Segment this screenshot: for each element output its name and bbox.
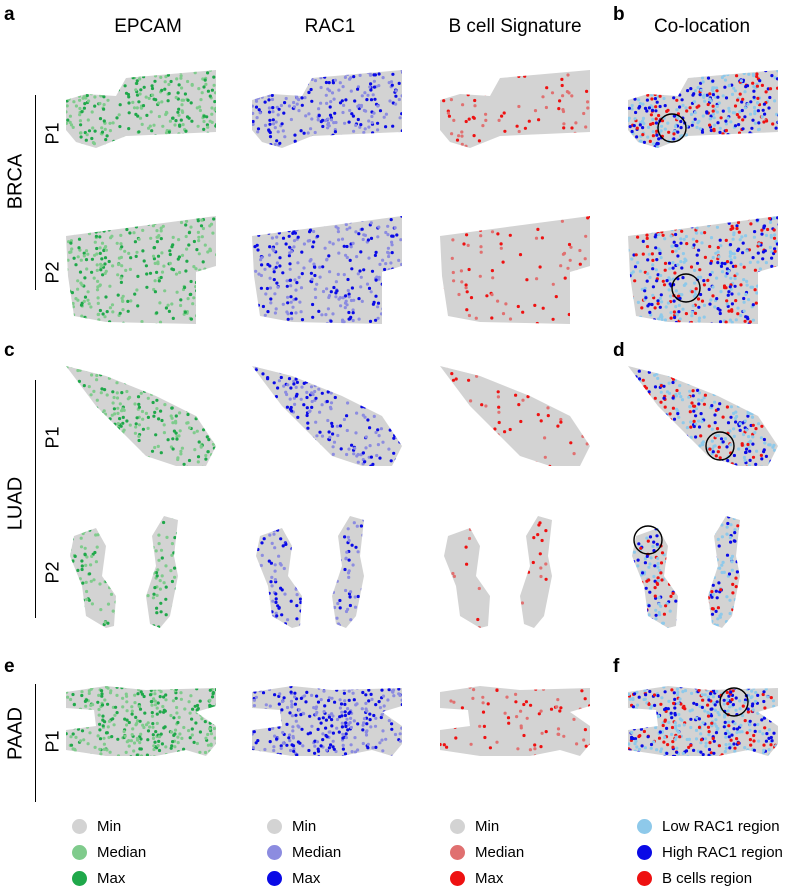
legend-swatch-icon [637, 819, 652, 834]
group-divider-luad [35, 380, 36, 618]
panel-label-f: f [613, 656, 620, 677]
spatial-panel-paad-p1-epcam [66, 686, 216, 756]
legend-item: Low RAC1 region [637, 818, 780, 835]
spatial-panel-luad-p2-colocation [632, 516, 740, 628]
spatial-panel-brca-p2-colocation [628, 216, 778, 324]
legend-label: High RAC1 region [662, 844, 783, 861]
legend-label: Max [292, 870, 321, 887]
spatial-panel-luad-p2-epcam [70, 516, 178, 628]
legend-swatch-icon [450, 819, 465, 834]
legend-label: Min [97, 818, 122, 835]
legend-swatch-icon [450, 845, 465, 860]
colocation-highlight-circle [633, 525, 663, 555]
column-header-bcell: B cell Signature [448, 16, 582, 37]
spatial-panel-brca-p2-epcam [66, 216, 216, 324]
legend-item: High RAC1 region [637, 844, 783, 861]
legend-swatch-icon [72, 845, 87, 860]
group-divider-paad [35, 684, 36, 802]
legend-item: Max [267, 870, 320, 887]
panel-label-a: a [4, 4, 15, 25]
spatial-panel-luad-p1-epcam [66, 366, 216, 466]
spatial-panel-paad-p1-rac1 [252, 686, 402, 756]
legend-item: Min [450, 818, 499, 835]
legend-swatch-icon [267, 871, 282, 886]
spatial-panel-luad-p2-bcell [444, 516, 552, 628]
legend-label: Median [475, 844, 525, 861]
legend-item: Median [72, 844, 146, 861]
panel-label-c: c [4, 340, 15, 361]
legend-label: Max [475, 870, 504, 887]
legend-item: Median [450, 844, 524, 861]
legend-item: Median [267, 844, 341, 861]
legend-item: Min [267, 818, 316, 835]
legend-label: Median [97, 844, 147, 861]
legend-label: Min [475, 818, 500, 835]
legend-label: Max [97, 870, 126, 887]
legend-swatch-icon [72, 819, 87, 834]
legend-item: Max [72, 870, 125, 887]
column-header-rac1: RAC1 [304, 16, 356, 37]
legend-label: Low RAC1 region [662, 818, 780, 835]
column-header-colocation: Co-location [653, 16, 751, 37]
spatial-panel-brca-p1-rac1 [252, 70, 402, 148]
colocation-highlight-circle [671, 273, 701, 303]
spatial-panel-luad-p2-rac1 [256, 516, 364, 628]
legend-item: B cells region [637, 870, 752, 887]
group-divider-brca [35, 95, 36, 290]
legend-label: B cells region [662, 870, 753, 887]
spatial-panel-luad-p1-rac1 [252, 366, 402, 466]
colocation-highlight-circle [719, 687, 749, 717]
legend-item: Max [450, 870, 503, 887]
legend-swatch-icon [450, 871, 465, 886]
spatial-panel-luad-p1-colocation [628, 366, 778, 466]
panel-label-d: d [613, 340, 625, 361]
legend-swatch-icon [267, 819, 282, 834]
panel-label-e: e [4, 656, 15, 677]
legend-item: Min [72, 818, 121, 835]
spatial-panel-brca-p2-rac1 [252, 216, 402, 324]
spatial-panel-brca-p1-colocation [628, 70, 778, 148]
legend-label: Min [292, 818, 317, 835]
spatial-panel-luad-p1-bcell [440, 366, 590, 466]
spatial-panel-brca-p1-bcell [440, 70, 590, 148]
legend-swatch-icon [72, 871, 87, 886]
legend-label: Median [292, 844, 342, 861]
legend-swatch-icon [637, 871, 652, 886]
column-header-epcam: EPCAM [114, 16, 182, 37]
legend-swatch-icon [637, 845, 652, 860]
spatial-panel-brca-p1-epcam [66, 70, 216, 148]
panel-label-b: b [613, 4, 625, 25]
spatial-panel-paad-p1-bcell [440, 686, 590, 756]
spatial-panel-paad-p1-colocation [628, 686, 778, 756]
spatial-panel-brca-p2-bcell [440, 216, 590, 324]
colocation-highlight-circle [705, 431, 735, 461]
colocation-highlight-circle [657, 113, 687, 143]
legend-swatch-icon [267, 845, 282, 860]
